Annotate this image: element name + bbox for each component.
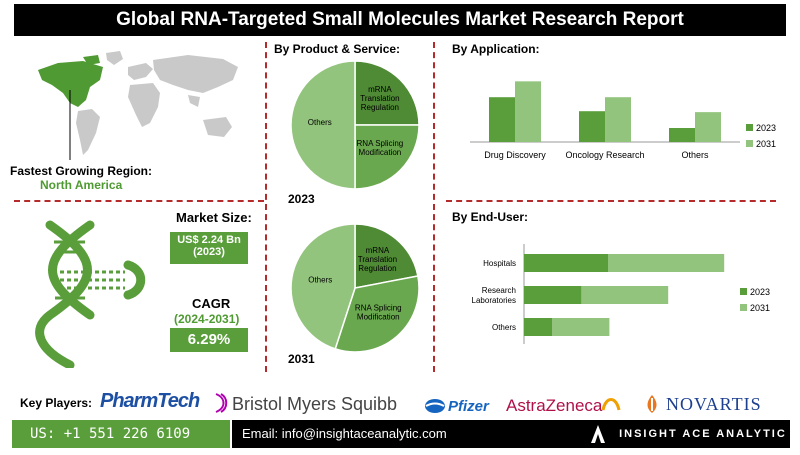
divider-right bbox=[433, 42, 435, 372]
y-tick-label: Research Laboratories bbox=[472, 286, 516, 305]
bar-2023 bbox=[669, 128, 695, 142]
x-tick-label: Others bbox=[681, 150, 709, 160]
player-pharmtech: PharmTech bbox=[100, 390, 200, 412]
player-novartis: NOVARTIS bbox=[666, 394, 762, 414]
pie-slice-others bbox=[290, 223, 356, 350]
pie-slice-rna-splicing-modification bbox=[354, 124, 420, 190]
bar-2031 bbox=[515, 81, 541, 142]
player-astrazeneca: AstraZeneca bbox=[506, 396, 603, 415]
brand-logo-icon bbox=[590, 424, 606, 444]
legend-swatch bbox=[746, 124, 753, 131]
email-link[interactable]: Email: info@insightaceanalytic.com bbox=[232, 420, 590, 448]
astrazeneca-logo-icon bbox=[600, 392, 622, 414]
y-tick-label: Others bbox=[492, 323, 516, 332]
end-user-bar-chart: Hospitals Research Laboratories Others 2023 2… bbox=[472, 244, 770, 344]
pie-2031-year: 2031 bbox=[288, 352, 315, 366]
divider-left-h bbox=[14, 200, 264, 202]
brand-name: INSIGHT ACE ANALYTIC bbox=[619, 428, 787, 440]
cagr-label: CAGR bbox=[192, 296, 231, 311]
legend-label: 2031 bbox=[756, 139, 776, 149]
bar-2023 bbox=[579, 111, 605, 142]
player-pfizer: Pfizer bbox=[448, 398, 489, 415]
key-players-label: Key Players: bbox=[20, 396, 93, 410]
pie-2023-year: 2023 bbox=[288, 192, 315, 206]
region-value: North America bbox=[40, 178, 123, 192]
world-map-icon bbox=[38, 51, 238, 160]
pie-label: mRNA Translation Regulation bbox=[358, 246, 397, 273]
legend-label: 2023 bbox=[756, 123, 776, 133]
dna-icon bbox=[35, 220, 146, 368]
market-size-badge: US$ 2.24 Bn (2023) bbox=[170, 232, 248, 264]
divider-left bbox=[265, 42, 267, 372]
bar-2031 bbox=[608, 254, 725, 272]
pie-slice-mrna-translation-regulation bbox=[354, 60, 420, 126]
pie-label: mRNA Translation Regulation bbox=[360, 85, 399, 112]
legend-label: 2023 bbox=[750, 287, 770, 297]
region-label: Fastest Growing Region: bbox=[10, 164, 153, 178]
pie-slice-others bbox=[290, 60, 356, 190]
bar-2023 bbox=[489, 97, 515, 142]
footer-brand: INSIGHT ACE ANALYTIC bbox=[590, 420, 790, 448]
application-section-title: By Application: bbox=[452, 42, 540, 56]
market-size-value: US$ 2.24 Bn bbox=[177, 234, 241, 246]
pfizer-logo-icon bbox=[424, 398, 446, 414]
divider-right-h bbox=[446, 200, 776, 202]
application-bar-chart: Drug Discovery Oncology Research Others 202… bbox=[470, 81, 776, 160]
market-size-year: (2023) bbox=[193, 246, 225, 258]
pie-label: RNA Splicing Modification bbox=[357, 139, 404, 157]
bar-2031 bbox=[581, 286, 669, 304]
pie-slice-rna-splicing-modification bbox=[334, 275, 420, 353]
player-bms: Bristol Myers Squibb bbox=[232, 394, 398, 414]
pie-chart-2031: mRNA Translation Regulation RNA Splicing Mod… bbox=[290, 223, 420, 353]
bar-2031 bbox=[605, 97, 631, 142]
bar-2023 bbox=[524, 318, 552, 336]
page-title: Global RNA-Targeted Small Molecules Mark… bbox=[14, 4, 786, 36]
legend-swatch bbox=[746, 140, 753, 147]
novartis-logo-icon bbox=[640, 392, 664, 416]
legend-label: 2031 bbox=[750, 303, 770, 313]
market-size-label: Market Size: bbox=[176, 210, 252, 225]
cagr-value: 6.29% bbox=[170, 328, 248, 352]
end-user-section-title: By End-User: bbox=[452, 210, 529, 224]
pie-chart-2023: mRNA Translation Regulation RNA Splicing Mod… bbox=[290, 60, 420, 190]
pie-slice-mrna-translation-regulation bbox=[354, 223, 419, 289]
cagr-period: (2024-2031) bbox=[174, 312, 240, 326]
bar-2023 bbox=[524, 286, 582, 304]
phone-number[interactable]: US: +1 551 226 6109 bbox=[12, 420, 230, 448]
x-tick-label: Oncology Research bbox=[565, 150, 644, 160]
bar-2031 bbox=[695, 112, 721, 142]
pie-label: RNA Splicing Modification bbox=[355, 303, 402, 321]
product-section-title: By Product & Service: bbox=[274, 42, 401, 56]
bar-2031 bbox=[552, 318, 610, 336]
bms-logo-icon bbox=[214, 392, 228, 414]
y-tick-label: Hospitals bbox=[483, 259, 516, 268]
legend-swatch bbox=[740, 288, 747, 295]
x-tick-label: Drug Discovery bbox=[484, 150, 546, 160]
pie-label: Others bbox=[308, 275, 332, 284]
pie-label: Others bbox=[308, 118, 332, 127]
bar-2023 bbox=[524, 254, 608, 272]
legend-swatch bbox=[740, 304, 747, 311]
